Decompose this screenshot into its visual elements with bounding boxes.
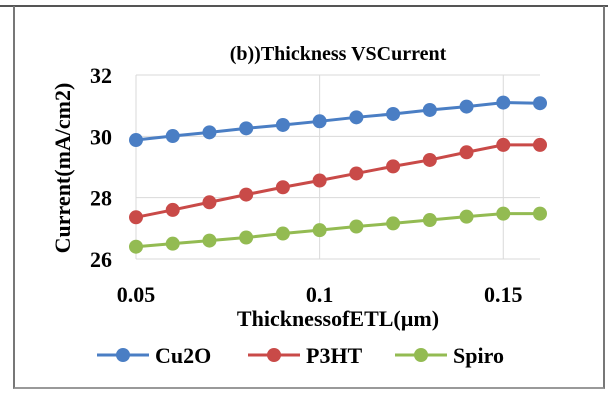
data-point xyxy=(496,206,511,221)
data-point xyxy=(202,195,217,210)
legend-item-spiro: Spiro xyxy=(395,343,504,368)
grid xyxy=(135,74,540,260)
data-point xyxy=(496,137,511,152)
y-tick-label: 32 xyxy=(90,63,112,88)
data-point xyxy=(239,121,254,136)
y-tick-label: 26 xyxy=(90,247,112,272)
data-point xyxy=(202,125,217,140)
data-point xyxy=(386,216,401,231)
series-line xyxy=(135,143,540,219)
y-tick-label: 30 xyxy=(90,124,112,149)
data-point xyxy=(275,117,290,132)
data-point xyxy=(422,152,437,167)
data-point xyxy=(275,226,290,241)
top-rule xyxy=(0,5,608,7)
legend-item-cu2o: Cu2O xyxy=(97,343,211,368)
data-point xyxy=(312,223,327,238)
series-cu2o xyxy=(129,95,547,148)
x-axis-label: ThicknessofETL(µm) xyxy=(237,306,439,331)
data-point xyxy=(349,110,364,125)
data-point xyxy=(239,187,254,202)
data-point xyxy=(312,114,327,129)
series-spiro xyxy=(129,206,547,254)
data-point xyxy=(533,206,547,221)
data-point xyxy=(533,96,547,111)
figure-frame xyxy=(13,6,605,389)
series-line xyxy=(135,212,540,249)
legend-marker xyxy=(116,348,130,362)
data-point xyxy=(422,102,437,117)
data-point xyxy=(202,233,217,248)
data-point xyxy=(496,95,511,110)
data-point xyxy=(422,213,437,228)
data-point xyxy=(533,137,547,152)
y-tick-labels: 26 28 30 32 xyxy=(90,63,112,272)
y-axis-label: Current(mA/cm2) xyxy=(50,83,75,254)
x-tick-label: 0.05 xyxy=(117,282,156,307)
legend: Cu2O P3HT Spiro xyxy=(97,343,504,368)
legend-marker xyxy=(414,348,428,362)
chart-title: (b))Thickness VSCurrent xyxy=(230,43,447,65)
legend-label: Spiro xyxy=(453,343,504,368)
data-point xyxy=(349,219,364,234)
x-tick-labels: 0.05 0.1 0.15 xyxy=(117,282,523,307)
data-point xyxy=(459,209,474,224)
series-p3ht xyxy=(129,137,547,225)
data-point xyxy=(129,210,143,225)
data-point xyxy=(129,133,143,148)
data-point xyxy=(459,145,474,160)
y-tick-label: 28 xyxy=(90,186,112,211)
data-point xyxy=(165,236,180,251)
data-point xyxy=(312,173,327,188)
legend-marker xyxy=(267,348,281,362)
series-group xyxy=(129,95,547,254)
data-point xyxy=(239,230,254,245)
legend-label: P3HT xyxy=(306,343,363,368)
data-point xyxy=(275,180,290,195)
data-point xyxy=(129,239,143,254)
data-point xyxy=(165,129,180,144)
x-tick-label: 0.15 xyxy=(484,282,523,307)
legend-item-p3ht: P3HT xyxy=(248,343,363,368)
data-point xyxy=(165,202,180,217)
x-tick-label: 0.1 xyxy=(306,282,334,307)
series-line xyxy=(135,101,541,142)
data-point xyxy=(459,99,474,114)
legend-label: Cu2O xyxy=(155,343,211,368)
data-point xyxy=(386,106,401,121)
data-point xyxy=(349,166,364,181)
data-point xyxy=(386,159,401,174)
